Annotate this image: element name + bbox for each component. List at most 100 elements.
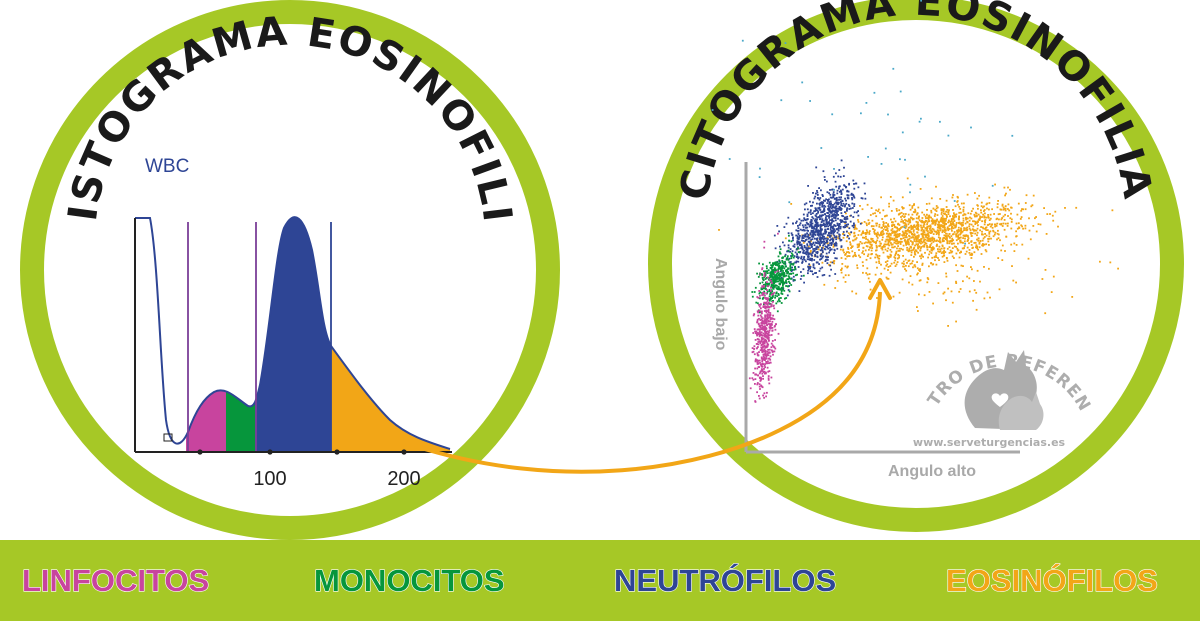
- scatter-point: [943, 212, 945, 215]
- scatter-point: [829, 236, 831, 238]
- scatter-point: [775, 292, 778, 295]
- scatter-point: [808, 252, 810, 255]
- scatter-point: [769, 323, 771, 325]
- scatter-point: [958, 218, 960, 221]
- scatter-point: [915, 249, 917, 252]
- scatter-point: [792, 239, 794, 242]
- scatter-point: [853, 232, 856, 235]
- scatter-point: [966, 193, 969, 196]
- scatter-point: [917, 247, 919, 250]
- scatter-point: [935, 254, 937, 257]
- scatter-point: [916, 237, 919, 239]
- scatter-point: [793, 268, 795, 271]
- scatter-point: [838, 202, 840, 204]
- scatter-point: [834, 217, 837, 219]
- scatter-point: [770, 376, 773, 379]
- scatter-point: [912, 248, 915, 251]
- cluster-eosinofilos-sparse: [796, 208, 1119, 327]
- scatter-point: [766, 284, 769, 286]
- scatter-point: [775, 302, 778, 305]
- scatter-point: [809, 243, 812, 246]
- scatter-point: [821, 249, 824, 252]
- scatter-point: [780, 269, 782, 272]
- scatter-point: [886, 260, 889, 262]
- scatter-point: [844, 205, 846, 208]
- scatter-point: [801, 248, 804, 251]
- scatter-point: [951, 223, 953, 225]
- scatter-point: [802, 237, 805, 239]
- scatter-point: [878, 262, 881, 264]
- scatter-point: [965, 229, 968, 232]
- scatter-point: [861, 261, 864, 264]
- scatter-point: [795, 234, 798, 237]
- scatter-point: [766, 362, 769, 364]
- scatter-point: [812, 273, 814, 276]
- scatter-point: [764, 359, 766, 361]
- scatter-point: [987, 238, 989, 240]
- scatter-point: [897, 250, 900, 252]
- scatter-point: [759, 273, 762, 276]
- scatter-point: [815, 166, 818, 169]
- scatter-point: [769, 292, 772, 294]
- scatter-point: [752, 350, 755, 353]
- scatter-point: [828, 234, 831, 237]
- scatter-point: [921, 228, 924, 231]
- scatter-point: [943, 222, 946, 225]
- scatter-point: [929, 227, 932, 229]
- scatter-point: [808, 225, 811, 228]
- scatter-point: [792, 222, 794, 225]
- scatter-point: [783, 267, 786, 270]
- scatter-point: [826, 241, 828, 244]
- scatter-point: [835, 201, 837, 204]
- scatter-point: [780, 268, 783, 271]
- scatter-point: [975, 246, 977, 249]
- scatter-point: [859, 256, 862, 259]
- scatter-point: [906, 262, 908, 264]
- scatter-point: [844, 204, 846, 207]
- scatter-point: [806, 229, 809, 232]
- scatter-point: [989, 217, 992, 220]
- scatter-point: [893, 239, 896, 242]
- scatter-point: [911, 260, 914, 262]
- scatter-point: [917, 216, 920, 218]
- scatter-point: [921, 217, 924, 219]
- scatter-point: [954, 226, 957, 229]
- scatter-point: [951, 218, 953, 221]
- scatter-point: [913, 247, 915, 250]
- scatter-point: [981, 239, 984, 242]
- scatter-point: [758, 290, 761, 292]
- scatter-point: [839, 239, 842, 242]
- connector-arrow: [414, 278, 892, 474]
- scatter-point: [875, 246, 878, 249]
- scatter-point: [822, 195, 824, 197]
- scatter-point: [786, 278, 789, 280]
- scatter-point: [870, 243, 873, 246]
- scatter-point: [803, 249, 805, 252]
- scatter-point: [846, 218, 849, 220]
- scatter-point: [912, 211, 915, 213]
- scatter-point: [968, 227, 971, 230]
- scatter-point: [783, 226, 786, 228]
- scatter-point: [910, 226, 913, 228]
- scatter-point: [925, 234, 928, 236]
- scatter-point: [830, 196, 833, 199]
- scatter-point: [973, 251, 976, 254]
- scatter-point: [891, 238, 894, 241]
- scatter-point: [859, 205, 861, 207]
- scatter-point: [879, 211, 881, 214]
- scatter-point: [991, 208, 993, 211]
- scatter-point: [955, 264, 957, 267]
- scatter-point: [853, 196, 856, 199]
- scatter-point: [948, 233, 951, 235]
- scatter-point: [901, 215, 904, 217]
- scatter-point: [814, 241, 817, 244]
- scatter-point: [823, 243, 826, 246]
- scatter-point: [901, 278, 904, 281]
- scatter-point: [1011, 265, 1013, 267]
- scatter-point: [807, 211, 810, 214]
- scatter-point: [760, 344, 763, 346]
- scatter-point: [962, 206, 965, 209]
- scatter-point: [791, 250, 794, 252]
- scatter-point: [950, 235, 953, 237]
- scatter-point: [939, 227, 942, 230]
